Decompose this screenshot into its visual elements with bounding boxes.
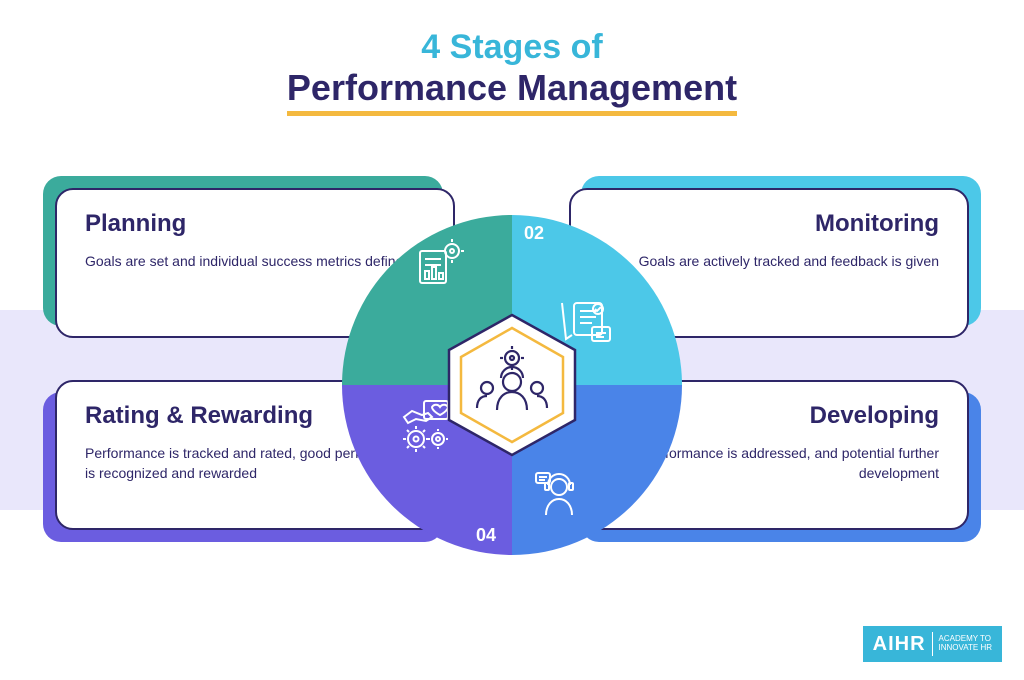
diagram-area: Planning Goals are set and individual su… — [0, 170, 1024, 600]
logo-separator — [932, 632, 933, 656]
title-line-2: Performance Management — [287, 67, 737, 116]
center-circle: 01 02 03 04 — [342, 215, 682, 555]
person-headset-icon — [534, 467, 584, 521]
clipboard-gear-icon — [412, 237, 466, 291]
stage-number-04: 04 — [476, 525, 496, 546]
logo-tagline-1: ACADEMY TO — [939, 634, 991, 643]
title-block: 4 Stages of Performance Management — [0, 0, 1024, 116]
center-hexagon — [437, 310, 587, 460]
brand-logo: AIHR ACADEMY TO INNOVATE HR — [863, 626, 1002, 662]
title-line-1: 4 Stages of — [0, 28, 1024, 67]
logo-brand: AIHR — [873, 633, 926, 656]
stage-number-02: 02 — [524, 223, 544, 244]
logo-tagline: ACADEMY TO INNOVATE HR — [939, 635, 992, 653]
logo-tagline-2: INNOVATE HR — [939, 643, 992, 652]
